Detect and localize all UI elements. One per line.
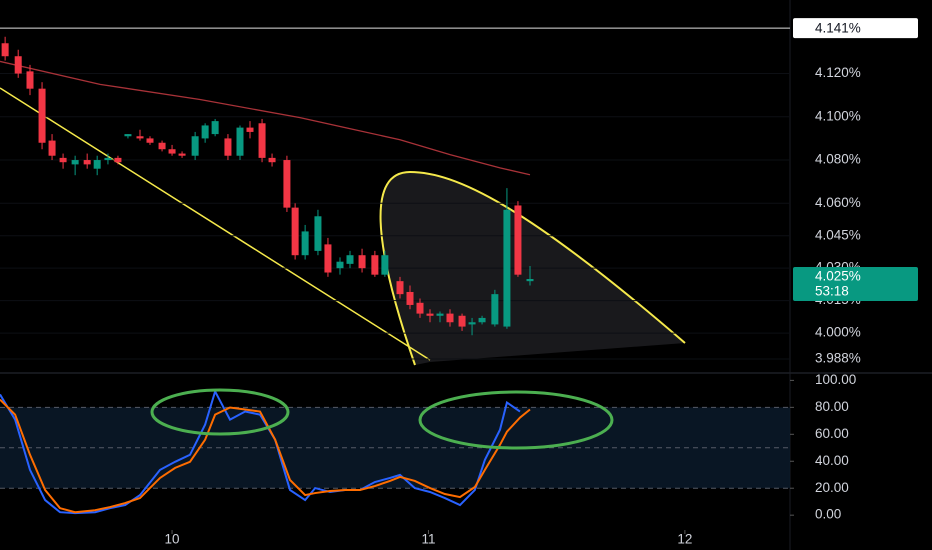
y-tick-label: 80.00 [815, 399, 849, 414]
candle-body [158, 142, 166, 150]
y-tick-label: 100.00 [815, 372, 856, 387]
candle-body [314, 216, 322, 251]
last-price-box [793, 267, 918, 301]
y-tick-label: 4.000% [815, 325, 861, 340]
candle-body [38, 88, 46, 143]
y-tick-label: 4.100% [815, 108, 861, 123]
candle-body [246, 127, 254, 132]
candle-body [371, 255, 379, 275]
candle-body [191, 136, 199, 156]
candle-body [406, 291, 414, 305]
candle-body [283, 160, 291, 208]
candle-body [83, 160, 91, 165]
y-tick-label: 4.060% [815, 195, 861, 210]
x-tick-label: 10 [165, 532, 180, 547]
candle-body [136, 136, 144, 139]
candle-body [291, 207, 299, 256]
x-tick-label: 11 [421, 532, 435, 547]
candle-body [71, 160, 79, 165]
candle-body [381, 255, 389, 275]
candle-body [436, 313, 444, 316]
highlight-ellipse [418, 390, 614, 450]
candle-body [478, 317, 486, 323]
oscillator-line [0, 398, 531, 514]
candle-body [224, 138, 232, 156]
candle-body [168, 149, 176, 154]
y-tick-label: 40.00 [815, 453, 849, 468]
candle-body [346, 255, 354, 264]
price-line-box [793, 18, 918, 39]
candle-body [93, 160, 101, 169]
candle-body [104, 157, 112, 161]
countdown-label: 53:18 [815, 284, 849, 299]
candle-body [211, 121, 219, 135]
last-price-label: 4.025% [815, 269, 861, 284]
candle-body [526, 279, 534, 282]
candle-body [503, 209, 511, 327]
candle-body [14, 56, 22, 74]
y-tick-label: 4.045% [815, 227, 861, 242]
candle-body [426, 313, 434, 316]
y-tick-label: 3.988% [815, 351, 861, 366]
moving-average [0, 60, 531, 176]
candle-body [258, 123, 266, 158]
price-line-label: 4.141% [815, 21, 861, 36]
candle-body [458, 315, 466, 327]
candle-body [491, 294, 499, 325]
candle-body [236, 127, 244, 156]
candle-body [26, 71, 34, 89]
candle-body [48, 140, 56, 156]
x-tick-label: 12 [677, 532, 692, 547]
candle-body [268, 157, 276, 163]
y-tick-label: 60.00 [815, 426, 849, 441]
candle-body [324, 244, 332, 273]
candle-body [114, 157, 122, 163]
candle-body [396, 281, 404, 295]
trend-line [0, 87, 431, 361]
candle-body [416, 302, 424, 314]
candle-body [468, 322, 476, 325]
candle-body [1, 43, 9, 57]
y-tick-label: 4.080% [815, 152, 861, 167]
y-tick-label: 4.120% [815, 65, 861, 80]
candle-body [514, 205, 522, 275]
candle-body [146, 138, 154, 143]
candle-body [178, 153, 186, 156]
candle-body [124, 134, 132, 137]
candle-body [446, 313, 454, 323]
candle-body [358, 255, 366, 269]
candle-body [301, 231, 309, 256]
highlight-ellipse [150, 388, 290, 436]
layer: 4.120%4.100%4.080%4.060%4.045%4.030%4.01… [0, 18, 918, 547]
y-tick-label: 20.00 [815, 480, 849, 495]
candle-body [336, 261, 344, 269]
candle-body [59, 157, 67, 163]
candle-body [201, 125, 209, 139]
y-tick-label: 0.00 [815, 507, 841, 522]
